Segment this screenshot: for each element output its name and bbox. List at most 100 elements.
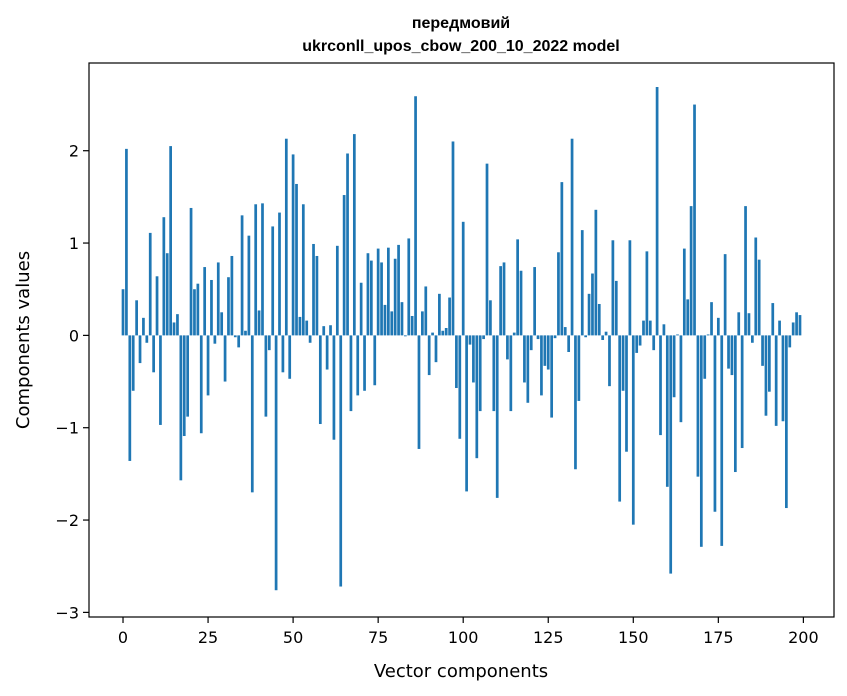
bar: [744, 206, 747, 336]
bar: [665, 335, 669, 487]
bar: [764, 335, 768, 416]
bar: [240, 215, 244, 336]
bar: [387, 247, 390, 336]
bar: [325, 335, 329, 370]
bar: [410, 315, 414, 336]
bar: [363, 335, 366, 391]
bar: [376, 248, 380, 336]
x-axis-ticks: 0 25 50 75 100 125 150 175 200: [118, 617, 819, 647]
bar: [179, 335, 183, 481]
bar: [237, 335, 241, 348]
bar: [390, 311, 394, 336]
bar: [335, 245, 339, 336]
bar: [774, 335, 778, 426]
bar: [788, 335, 792, 348]
bar: [594, 209, 598, 336]
bar: [216, 262, 220, 336]
bar: [604, 331, 608, 336]
bar: [723, 254, 727, 336]
bar: [373, 335, 377, 386]
y-axis-label: Components values: [13, 251, 34, 429]
bar: [506, 335, 509, 360]
bar: [652, 335, 656, 351]
y-tick-label: −1: [55, 419, 79, 438]
bar: [795, 312, 798, 336]
bar: [601, 335, 605, 340]
bar: [356, 335, 360, 396]
bar: [686, 299, 690, 336]
bar: [318, 335, 322, 425]
bar: [271, 226, 275, 336]
bar: [291, 154, 295, 336]
bar: [706, 334, 710, 336]
bar: [441, 330, 445, 336]
bar: [713, 335, 717, 512]
bar: [254, 204, 258, 336]
bar: [213, 335, 217, 344]
bar: [461, 221, 465, 336]
bar: [751, 335, 754, 343]
bar: [404, 335, 407, 337]
bar: [587, 293, 591, 336]
bar: [172, 322, 176, 336]
bar: [417, 335, 421, 449]
bar: [580, 230, 584, 336]
bar: [550, 335, 554, 418]
bar: [516, 239, 519, 336]
bar: [689, 206, 693, 336]
bar: [608, 335, 611, 387]
bar: [720, 335, 724, 546]
bar: [757, 259, 761, 336]
x-tick-label: 125: [533, 628, 564, 647]
bar: [648, 320, 652, 336]
bar: [329, 325, 332, 336]
bar: [785, 335, 788, 509]
bar: [257, 310, 261, 336]
bar: [274, 335, 278, 591]
x-tick-label: 75: [368, 628, 388, 647]
x-tick-label: 50: [283, 628, 303, 647]
bar: [672, 335, 676, 398]
bar: [247, 235, 251, 336]
bar: [730, 335, 734, 376]
bar: [710, 302, 713, 336]
bar: [771, 303, 775, 336]
bar: [747, 313, 751, 336]
bar: [206, 335, 210, 396]
bar: [397, 244, 400, 336]
bar: [159, 335, 162, 425]
bar: [142, 317, 145, 336]
bar: [366, 253, 370, 336]
bar: [145, 335, 149, 343]
bar: [628, 240, 632, 336]
bar: [305, 320, 309, 336]
bar: [349, 335, 353, 412]
bar: [380, 262, 383, 336]
bar: [148, 232, 152, 336]
bar: [199, 335, 203, 434]
bar: [438, 293, 441, 336]
bar: [465, 335, 468, 492]
bar: [737, 312, 741, 336]
bar: [778, 320, 781, 336]
bar: [369, 260, 373, 336]
bar: [754, 237, 758, 336]
bar: [468, 335, 472, 345]
bar: [472, 335, 475, 383]
chart-title-line1: передмовий: [412, 15, 510, 32]
bar: [543, 335, 547, 366]
x-tick-label: 0: [118, 628, 128, 647]
bar: [359, 282, 363, 336]
bar: [203, 267, 207, 336]
bar: [152, 335, 155, 373]
y-tick-label: 1: [69, 234, 79, 253]
x-axis-label: Vector components: [374, 661, 548, 682]
bar: [699, 335, 703, 547]
bar: [322, 326, 326, 336]
bar: [611, 240, 615, 336]
bar: [478, 335, 482, 412]
bar: [196, 283, 200, 336]
bar: [264, 335, 268, 417]
bar: [189, 207, 193, 336]
